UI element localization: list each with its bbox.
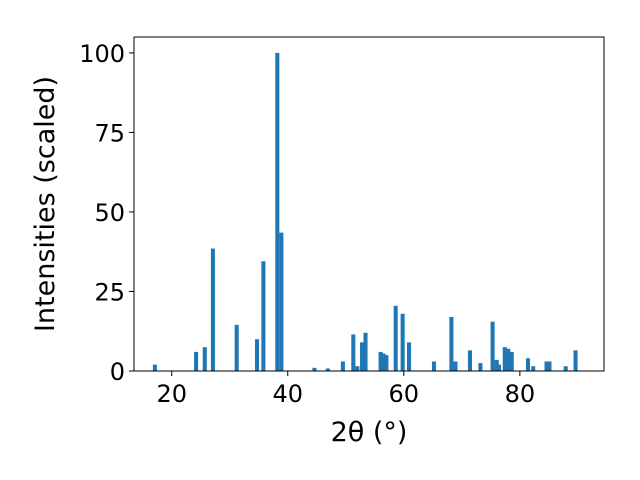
bar <box>563 366 568 371</box>
bar <box>234 324 239 371</box>
bar <box>261 261 266 371</box>
bar <box>400 313 405 371</box>
bar <box>573 350 578 371</box>
bar-series <box>152 52 578 372</box>
bar <box>449 316 454 371</box>
bar <box>194 351 199 371</box>
y-axis: 0 25 50 75 100 <box>79 40 134 386</box>
bar <box>478 363 483 371</box>
x-axis-label: 2θ (°) <box>331 417 408 448</box>
bar <box>152 364 157 371</box>
y-axis-label: Intensities (scaled) <box>30 76 61 332</box>
bar <box>325 368 330 371</box>
x-tick-label: 20 <box>156 380 187 408</box>
bar <box>393 305 398 371</box>
bar <box>467 350 472 371</box>
bar <box>275 52 280 372</box>
bar <box>509 351 514 371</box>
bar <box>384 355 389 371</box>
bar <box>202 347 207 371</box>
bar <box>360 342 365 371</box>
bar <box>496 364 502 371</box>
y-tick-label: 100 <box>79 40 125 68</box>
y-tick-label: 75 <box>94 119 125 147</box>
y-tick-label: 25 <box>94 278 125 306</box>
bar <box>453 361 458 371</box>
x-tick-label: 60 <box>389 380 420 408</box>
x-axis: 20 40 60 80 <box>156 371 535 408</box>
y-tick-label: 0 <box>110 358 125 386</box>
y-tick-label: 50 <box>94 199 125 227</box>
bar <box>494 359 499 371</box>
bar <box>378 351 383 371</box>
bar <box>351 334 356 371</box>
bar <box>502 347 507 371</box>
bar <box>363 332 368 371</box>
bar <box>340 361 345 371</box>
bar <box>431 361 437 371</box>
bar <box>544 361 549 371</box>
bar <box>490 321 495 371</box>
bar <box>254 339 260 371</box>
bar <box>547 361 552 371</box>
x-tick-label: 40 <box>272 380 303 408</box>
bar <box>355 366 360 371</box>
bar <box>525 358 531 371</box>
bar <box>506 348 511 371</box>
bar <box>279 232 284 371</box>
bar <box>381 353 386 371</box>
bar <box>531 366 536 371</box>
bar <box>312 367 317 371</box>
bar <box>407 342 412 371</box>
plot-frame <box>133 36 605 372</box>
bar <box>210 248 215 371</box>
x-tick-label: 80 <box>505 380 536 408</box>
